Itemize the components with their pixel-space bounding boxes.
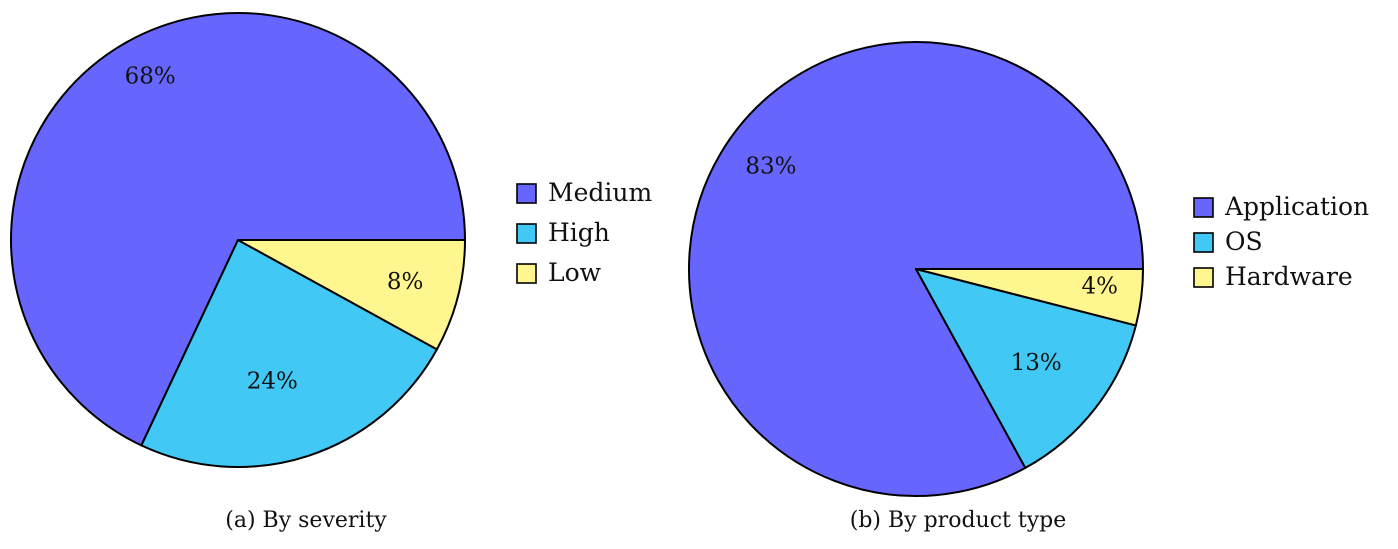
slice-value-label: 68% [125,63,176,89]
legend-label: High [548,218,610,247]
legend-swatch [1193,232,1214,253]
legend-item-hardware: Hardware [1193,262,1353,291]
legend-label: Medium [548,178,652,207]
chart-caption: (a) By severity [225,508,387,533]
pie-slice-high [140,239,438,468]
legend-item-application: Application [1193,192,1369,221]
slice-value-label: 24% [247,369,298,395]
chart-caption: (b) By product type [850,508,1066,533]
legend-swatch [1193,267,1214,288]
legend-label: Application [1224,192,1369,221]
pie-slice-os [915,268,1137,469]
legend-item-os: OS [1193,227,1263,256]
legend-item-low: Low [516,258,602,287]
legend-swatch [516,263,537,284]
pie-slice-hardware [915,268,1144,327]
legend-label: Hardware [1225,262,1353,291]
legend-item-medium: Medium [516,178,652,207]
pie-slice-medium [10,12,466,447]
pie-chart-by-severity: 68% 24% 8% Medium High Low (a) By severity [10,12,652,533]
legend-label: OS [1225,227,1263,256]
legend-swatch [1193,197,1214,218]
slice-value-label: 13% [1011,350,1062,376]
legend-swatch [516,183,537,204]
pie-chart-by-product-type: 83% 13% 4% Application OS Hardware (b) By prod… [688,41,1369,533]
legend-swatch [516,223,537,244]
legend-item-high: High [516,218,610,247]
pie-slice-low [237,239,466,351]
slice-value-label: 83% [745,153,796,179]
legend-label: Low [548,258,602,287]
slice-value-label: 8% [387,269,424,295]
slice-value-label: 4% [1081,274,1118,300]
